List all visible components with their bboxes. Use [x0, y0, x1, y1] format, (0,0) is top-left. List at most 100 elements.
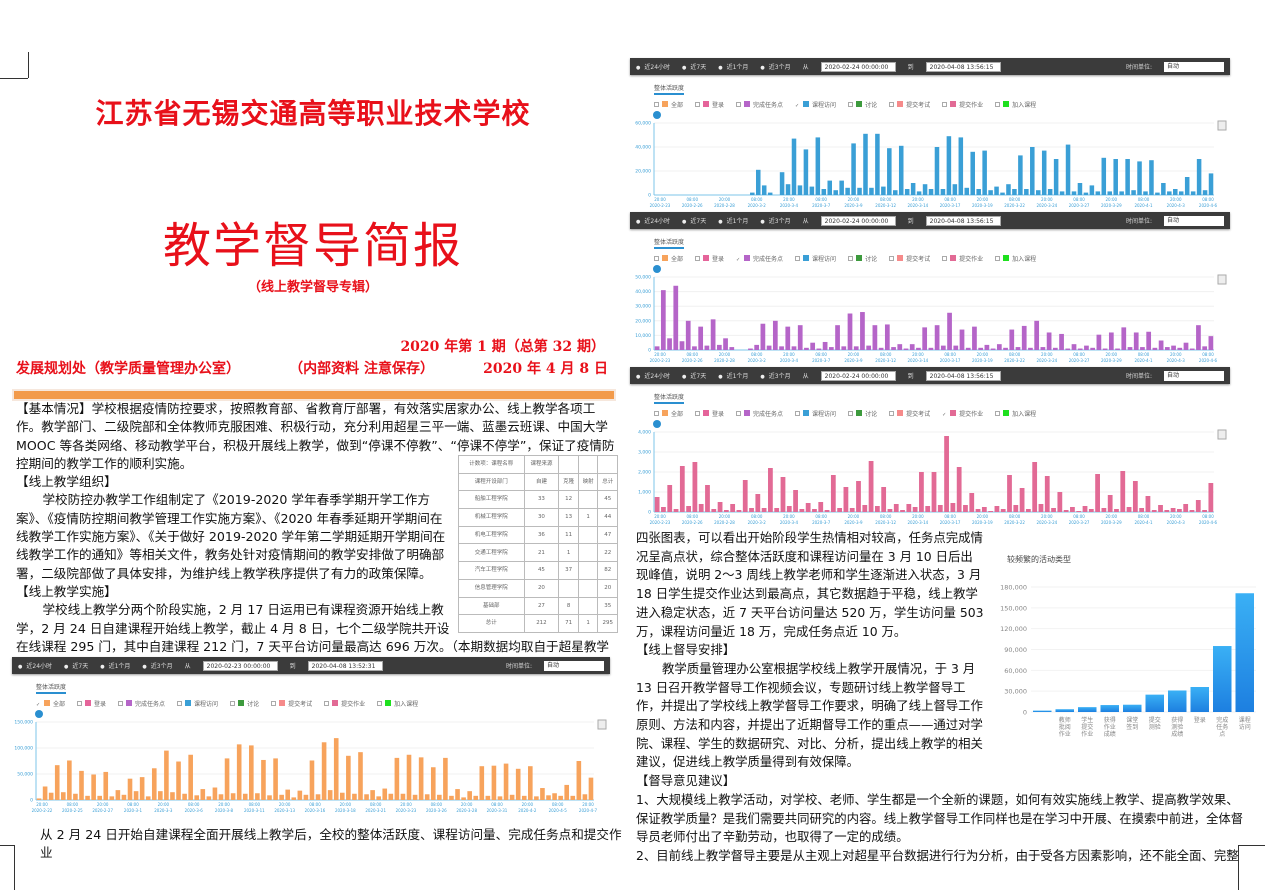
- checkbox[interactable]: [942, 102, 948, 107]
- range-option[interactable]: 近1个月: [718, 216, 749, 225]
- legend-item[interactable]: 课程访问: [177, 699, 218, 708]
- checkbox[interactable]: [736, 102, 742, 107]
- chart-menu-button[interactable]: [1217, 429, 1227, 440]
- checkbox[interactable]: [942, 256, 948, 261]
- to-date-input[interactable]: 2020-04-08 13:52:31: [307, 660, 383, 671]
- checkbox[interactable]: [654, 411, 659, 416]
- legend-item[interactable]: 全部: [654, 409, 683, 418]
- checkbox[interactable]: [995, 411, 1001, 416]
- checkbox[interactable]: [654, 256, 659, 261]
- checkbox[interactable]: [377, 701, 383, 706]
- legend-item[interactable]: 加入课程: [995, 100, 1036, 109]
- legend-item[interactable]: 讨论: [848, 100, 877, 109]
- checkbox[interactable]: [230, 701, 236, 706]
- range-option[interactable]: 近24小时: [18, 661, 52, 670]
- checkbox[interactable]: [271, 701, 277, 706]
- range-option[interactable]: 近1个月: [718, 371, 749, 380]
- range-option[interactable]: 近7天: [682, 62, 706, 71]
- checkbox-checked[interactable]: ✓: [736, 257, 741, 263]
- legend-item[interactable]: 完成任务点: [736, 409, 783, 418]
- checkbox[interactable]: [654, 102, 659, 107]
- checkbox-checked[interactable]: ✓: [795, 103, 800, 109]
- legend-item[interactable]: 提交考试: [271, 699, 312, 708]
- zoom-plus-icon[interactable]: [653, 111, 661, 119]
- range-option[interactable]: 近3个月: [760, 216, 791, 225]
- checkbox[interactable]: [736, 411, 742, 416]
- legend-item[interactable]: 完成任务点: [736, 100, 783, 109]
- tab-overall-activity[interactable]: 整体活跃度: [654, 237, 685, 249]
- legend-item[interactable]: ✓ 提交作业: [942, 409, 983, 418]
- legend-item[interactable]: 提交作业: [324, 699, 365, 708]
- checkbox[interactable]: [995, 102, 1001, 107]
- legend-item[interactable]: 讨论: [848, 254, 877, 263]
- tab-overall-activity[interactable]: 整体活跃度: [654, 83, 685, 95]
- range-option[interactable]: 近7天: [682, 371, 706, 380]
- range-option[interactable]: 近7天: [64, 661, 88, 670]
- legend-item[interactable]: ✓ 完成任务点: [736, 254, 783, 263]
- chart-menu-button[interactable]: [1217, 120, 1227, 131]
- legend-item[interactable]: ✓ 课程访问: [795, 100, 836, 109]
- from-date-input[interactable]: 2020-02-24 00:00:00: [820, 370, 896, 381]
- checkbox[interactable]: [795, 411, 801, 416]
- checkbox[interactable]: [848, 102, 854, 107]
- range-option[interactable]: 近24小时: [636, 62, 670, 71]
- range-option[interactable]: 近1个月: [100, 661, 131, 670]
- checkbox[interactable]: [889, 411, 895, 416]
- from-date-input[interactable]: 2020-02-24 00:00:00: [820, 61, 896, 72]
- legend-item[interactable]: 提交作业: [942, 100, 983, 109]
- legend-item[interactable]: 课程访问: [795, 409, 836, 418]
- zoom-plus-icon[interactable]: [35, 710, 43, 718]
- checkbox[interactable]: [889, 256, 895, 261]
- legend-item[interactable]: 提交考试: [889, 100, 930, 109]
- to-date-input[interactable]: 2020-04-08 13:56:15: [925, 61, 1001, 72]
- legend-item[interactable]: ✓ 全部: [36, 699, 65, 708]
- chart-menu-button[interactable]: [1217, 274, 1227, 285]
- checkbox[interactable]: [848, 411, 854, 416]
- time-unit-select[interactable]: 自动: [1164, 370, 1224, 381]
- checkbox[interactable]: [695, 102, 701, 107]
- tab-overall-activity[interactable]: 整体活跃度: [654, 392, 685, 404]
- checkbox[interactable]: [995, 256, 1001, 261]
- time-unit-select[interactable]: 自动: [544, 660, 604, 671]
- tab-overall-activity[interactable]: 整体活跃度: [36, 682, 67, 694]
- legend-item[interactable]: 登录: [695, 409, 724, 418]
- range-option[interactable]: 近1个月: [718, 62, 749, 71]
- legend-item[interactable]: 讨论: [848, 409, 877, 418]
- legend-item[interactable]: 全部: [654, 254, 683, 263]
- from-date-input[interactable]: 2020-02-24 00:00:00: [820, 215, 896, 226]
- legend-item[interactable]: 课程访问: [795, 254, 836, 263]
- zoom-plus-icon[interactable]: [653, 420, 661, 428]
- legend-item[interactable]: 加入课程: [995, 254, 1036, 263]
- legend-item[interactable]: 完成任务点: [118, 699, 165, 708]
- from-date-input[interactable]: 2020-02-23 00:00:00: [202, 660, 278, 671]
- checkbox-checked[interactable]: ✓: [36, 702, 41, 708]
- checkbox[interactable]: [695, 411, 701, 416]
- legend-item[interactable]: 全部: [654, 100, 683, 109]
- checkbox[interactable]: [795, 256, 801, 261]
- to-date-input[interactable]: 2020-04-08 13:56:15: [925, 370, 1001, 381]
- legend-item[interactable]: 提交考试: [889, 254, 930, 263]
- checkbox[interactable]: [848, 256, 854, 261]
- legend-item[interactable]: 提交考试: [889, 409, 930, 418]
- zoom-plus-icon[interactable]: [653, 265, 661, 273]
- range-option[interactable]: 近3个月: [760, 371, 791, 380]
- checkbox[interactable]: [324, 701, 330, 706]
- legend-item[interactable]: 登录: [77, 699, 106, 708]
- range-option[interactable]: 近24小时: [636, 216, 670, 225]
- checkbox-checked[interactable]: ✓: [942, 412, 947, 418]
- legend-item[interactable]: 加入课程: [995, 409, 1036, 418]
- checkbox[interactable]: [177, 701, 183, 706]
- time-unit-select[interactable]: 自动: [1164, 61, 1224, 72]
- legend-item[interactable]: 提交作业: [942, 254, 983, 263]
- range-option[interactable]: 近3个月: [142, 661, 173, 670]
- time-unit-select[interactable]: 自动: [1164, 215, 1224, 226]
- checkbox[interactable]: [889, 102, 895, 107]
- checkbox[interactable]: [118, 701, 124, 706]
- range-option[interactable]: 近3个月: [760, 62, 791, 71]
- legend-item[interactable]: 加入课程: [377, 699, 418, 708]
- legend-item[interactable]: 登录: [695, 254, 724, 263]
- checkbox[interactable]: [77, 701, 83, 706]
- checkbox[interactable]: [695, 256, 701, 261]
- to-date-input[interactable]: 2020-04-08 13:56:15: [925, 215, 1001, 226]
- legend-item[interactable]: 登录: [695, 100, 724, 109]
